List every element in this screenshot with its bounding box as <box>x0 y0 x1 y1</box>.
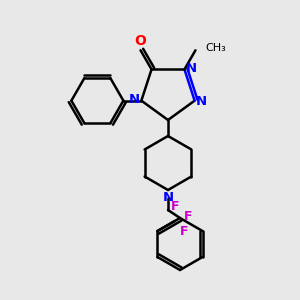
Text: N: N <box>162 191 174 204</box>
Text: O: O <box>135 34 146 48</box>
Text: N: N <box>196 95 207 108</box>
Text: N: N <box>186 62 197 75</box>
Text: CH₃: CH₃ <box>206 43 226 53</box>
Text: F: F <box>180 225 188 238</box>
Text: N: N <box>129 93 140 106</box>
Text: F: F <box>184 210 192 223</box>
Text: F: F <box>171 200 179 214</box>
